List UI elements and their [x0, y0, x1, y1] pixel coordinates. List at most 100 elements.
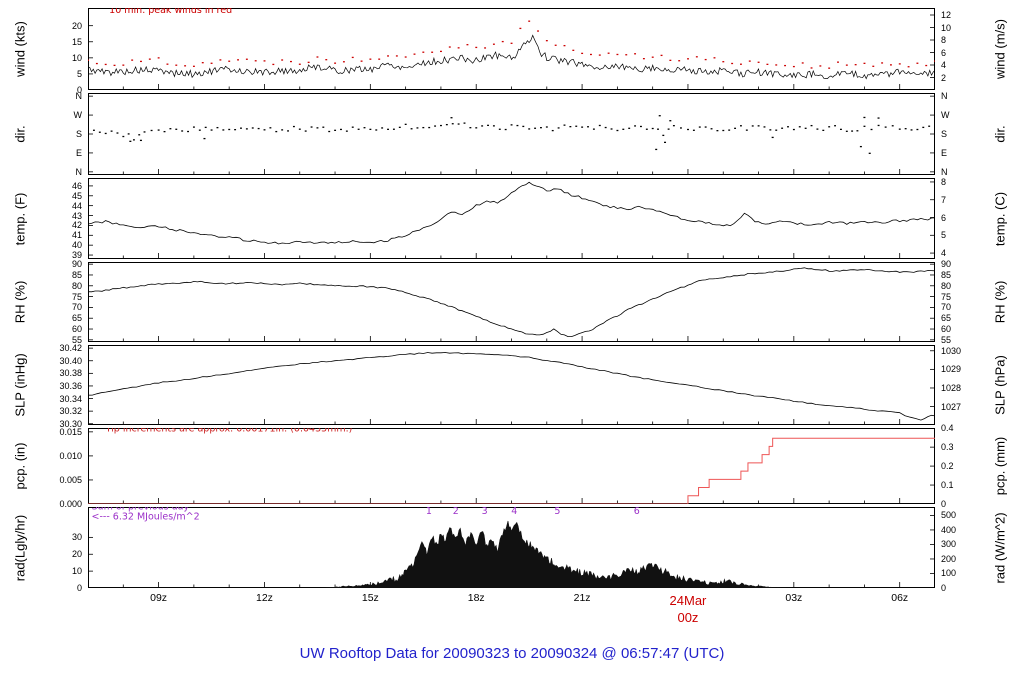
tick-label: 30	[71, 532, 82, 543]
tick-label: N	[75, 91, 83, 102]
tick-label: 45	[71, 190, 82, 201]
temp-right-axis-title: temp. (C)	[992, 191, 1008, 246]
tick-label: 300	[941, 539, 957, 550]
tick-label: N	[941, 91, 948, 102]
temp-right-ticks: 4 5 6 7 8	[938, 176, 982, 259]
tick-label: 0.010	[59, 450, 82, 461]
tick-label: 1028	[941, 382, 962, 393]
tick-label: 1029	[941, 364, 962, 375]
tick-label: 400	[941, 524, 957, 535]
tick-label: 30.40	[59, 355, 82, 366]
panel-wind: wind (kts) 0 5 10 15 20 10 min. peak winds i…	[0, 8, 1024, 95]
tick-label: 0	[941, 499, 947, 509]
tick-label: 90	[941, 259, 952, 270]
tick-label: 0.015	[59, 426, 82, 437]
tick-label: 85	[941, 269, 952, 280]
tick-label: W	[73, 110, 83, 121]
tick-label: 20	[71, 549, 82, 560]
tick-label: 55	[941, 334, 952, 345]
annotation: Sum of previous day	[92, 507, 190, 513]
wind-left-axis-title: wind (kts)	[12, 21, 28, 77]
pcp-left-axis-title: pcp. (in)	[12, 442, 28, 490]
tick-label: 10	[941, 22, 952, 33]
tick-label: 0.3	[941, 442, 954, 453]
panel-rad: rad(Lgly/hr) 0 10 20 30 Sum of previous day…	[0, 507, 1024, 593]
wind-left-ticks: 0 5 10 15 20	[44, 8, 85, 95]
tick-label: 70	[941, 302, 952, 313]
tick-label: 100	[941, 568, 957, 579]
tick-label: 10	[71, 566, 82, 577]
temp-left-axis-title: temp. (F)	[12, 192, 28, 245]
tick-label: 75	[941, 291, 952, 302]
x-tick-label: 18z	[467, 592, 485, 604]
tick-label: 43	[71, 210, 82, 221]
slp-left-axis-title: SLP (inHg)	[12, 353, 28, 417]
tick-label: E	[941, 147, 948, 158]
rh-right-ticks: 55 60 65 70 75 80 85 90	[938, 259, 982, 345]
tick-label: 90	[71, 259, 82, 270]
tick-label: 30.36	[59, 380, 82, 391]
tick-label: 7	[941, 194, 947, 205]
tick-label: 40	[71, 240, 82, 251]
temp-left-ticks: 39 40 41 42 43 44 45 46	[44, 178, 85, 261]
tick-label: 0.4	[941, 423, 954, 434]
rad-right-ticks: 0 100 200 300 400 500	[938, 507, 982, 593]
tick-label: 15	[71, 36, 82, 47]
wind-plot: 10 min. peak winds in red	[88, 8, 935, 90]
tick-label: 0	[76, 583, 82, 593]
date-label-line1: 24Mar	[669, 593, 707, 608]
annotation: 1	[426, 507, 432, 517]
tick-label: 30.34	[59, 393, 82, 404]
temp-plot	[88, 178, 935, 259]
tick-label: 70	[71, 302, 82, 313]
tick-label: 5	[941, 230, 947, 241]
rh-plot	[88, 262, 935, 342]
tick-label: 500	[941, 510, 957, 521]
tick-label: 8	[941, 176, 947, 187]
tick-label: 5	[76, 68, 82, 79]
tick-label: 200	[941, 553, 957, 564]
annotation: 3	[482, 507, 488, 517]
pcp-left-ticks: 0.000 0.005 0.010 0.015	[44, 426, 85, 509]
x-tick-label: 03z	[785, 592, 803, 604]
tick-label: 60	[941, 324, 952, 335]
x-tick-label: 09z	[150, 592, 168, 604]
wind-right-ticks: 2 4 6 8 10 12	[938, 8, 982, 90]
dir-left-axis-title: dir.	[12, 125, 28, 143]
rh-left-ticks: 55 60 65 70 75 80 85 90	[44, 259, 85, 345]
tick-label: 75	[71, 291, 82, 302]
tick-label: 20	[71, 20, 82, 31]
tick-label: S	[941, 129, 948, 139]
tick-label: S	[75, 129, 82, 139]
annotation: <--- 6.32 MJoules/m^2	[92, 512, 200, 523]
tick-label: 30.38	[59, 368, 82, 379]
tick-label: 39	[71, 250, 82, 261]
tick-label: 8	[941, 35, 947, 45]
tick-label: W	[941, 110, 950, 121]
dir-plot	[88, 93, 935, 175]
tick-label: 0.1	[941, 480, 954, 491]
tick-label: 65	[71, 313, 82, 324]
tick-label: 60	[71, 324, 82, 335]
annotation: 4	[511, 507, 517, 517]
rh-right-axis-title: RH (%)	[992, 280, 1008, 324]
x-tick-label: 12z	[255, 592, 273, 604]
annotation: 10 min. peak winds in red	[109, 8, 232, 16]
tick-label: 41	[71, 230, 82, 241]
wind-right-axis-title: wind (m/s)	[992, 19, 1008, 79]
tick-label: 30.30	[59, 418, 82, 429]
tick-label: 30.42	[59, 343, 82, 354]
slp-plot	[88, 345, 935, 425]
tick-label: 42	[71, 220, 82, 231]
tick-label: N	[75, 166, 83, 177]
tick-label: E	[75, 147, 82, 158]
slp-right-ticks: 1027 1028 1029 1030	[938, 345, 982, 425]
slp-left-ticks: 30.30 30.32 30.34 30.36 30.38 30.40 30.42	[44, 343, 85, 429]
date-label-24mar: 24Mar 00z	[670, 592, 707, 626]
panel-rh: RH (%) 55 60 65 70 75 80 85 90 55 60 65 70 75 80 85 90…	[0, 259, 1024, 345]
